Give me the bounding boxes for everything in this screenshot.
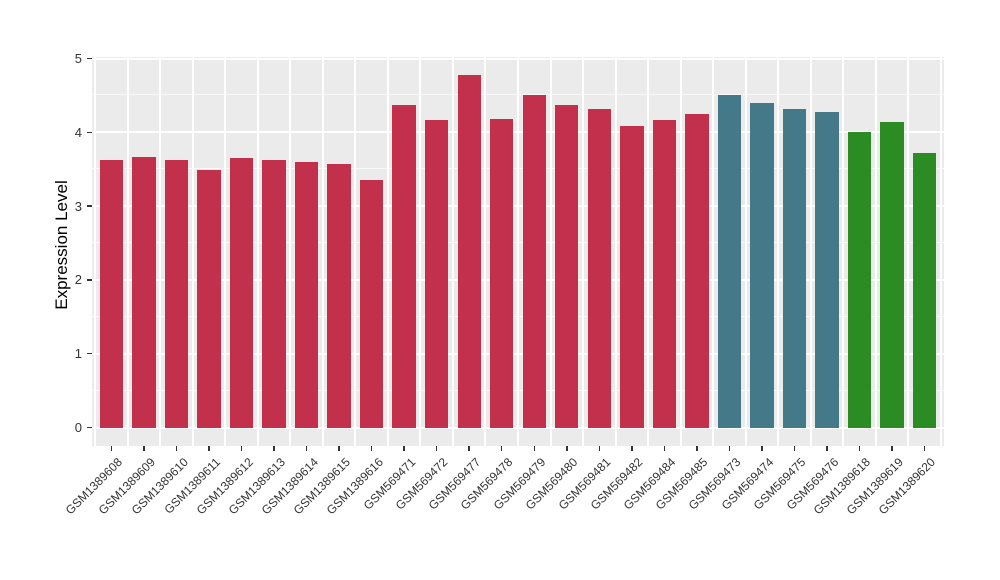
bar-GSM1389615: [327, 164, 351, 428]
x-tick-mark-6: [273, 446, 275, 451]
gridline-vertical-7: [321, 57, 324, 446]
bar-GSM1389608: [99, 160, 124, 428]
gridline-vertical-12: [484, 57, 487, 446]
gridline-vertical-19: [712, 57, 715, 446]
bar-GSM1389619: [880, 121, 904, 428]
x-tick-mark-26: [923, 446, 926, 451]
gridline-vertical-11: [451, 57, 454, 446]
y-tick-label-5: 5: [74, 51, 82, 66]
gridline-vertical-6: [289, 57, 292, 446]
y-tick-label-2: 2: [74, 272, 82, 288]
y-tick-mark-4: [87, 131, 92, 134]
gridline-vertical-8: [354, 57, 357, 446]
x-tick-mark-22: [793, 446, 796, 451]
y-tick-mark-5: [87, 57, 92, 60]
x-tick-mark-10: [403, 446, 405, 451]
bar-GSM569479: [522, 94, 546, 428]
x-tick-mark-17: [631, 446, 633, 451]
x-tick-mark-21: [761, 446, 763, 451]
x-tick-mark-4: [208, 446, 210, 451]
gridline-vertical-21: [777, 57, 780, 446]
bar-GSM569472: [424, 119, 449, 428]
x-tick-mark-5: [240, 446, 243, 451]
x-tick-mark-11: [435, 446, 438, 451]
bar-GSM569473: [717, 95, 742, 428]
y-tick-label-1: 1: [74, 346, 82, 362]
x-tick-mark-2: [143, 446, 145, 451]
gridline-vertical-4: [224, 57, 227, 446]
plot-panel: [92, 57, 944, 446]
gridline-vertical-0: [94, 57, 97, 446]
bar-GSM1389612: [229, 158, 254, 428]
bar-GSM1389618: [847, 132, 872, 428]
gridline-vertical-5: [256, 57, 259, 446]
gridline-vertical-23: [842, 57, 845, 446]
x-tick-mark-14: [533, 446, 535, 451]
y-tick-mark-2: [87, 279, 92, 281]
bar-GSM569481: [587, 108, 611, 428]
gridline-vertical-26: [939, 57, 942, 446]
bar-GSM1389620: [912, 152, 937, 428]
x-tick-mark-19: [696, 446, 698, 451]
x-tick-mark-20: [728, 446, 731, 451]
bar-GSM1389611: [197, 169, 221, 428]
gridline-vertical-22: [809, 57, 812, 446]
bar-GSM569480: [555, 105, 579, 428]
bar-GSM1389616: [359, 180, 384, 428]
gridline-vertical-2: [159, 57, 162, 446]
bar-GSM569474: [750, 102, 774, 428]
x-tick-mark-18: [663, 446, 666, 451]
x-tick-mark-24: [858, 446, 861, 451]
gridline-vertical-18: [679, 57, 682, 446]
y-tick-label-4: 4: [74, 124, 82, 140]
x-tick-mark-25: [891, 446, 893, 451]
bar-GSM1389614: [294, 161, 319, 428]
gridline-vertical-24: [874, 57, 877, 446]
gridline-vertical-3: [191, 57, 194, 446]
gridline-vertical-20: [744, 57, 747, 446]
x-tick-mark-8: [338, 446, 340, 451]
gridline-vertical-13: [517, 57, 519, 446]
y-tick-mark-3: [87, 205, 92, 207]
gridline-vertical-25: [907, 57, 910, 446]
x-tick-mark-15: [566, 446, 568, 451]
x-tick-mark-7: [305, 446, 308, 451]
bar-GSM1389610: [164, 159, 189, 428]
x-tick-mark-3: [175, 446, 178, 451]
y-tick-label-0: 0: [74, 420, 82, 435]
bar-GSM569482: [620, 125, 644, 428]
y-tick-label-3: 3: [74, 198, 82, 214]
bar-GSM1389613: [262, 160, 286, 428]
x-tick-mark-1: [110, 446, 113, 451]
bar-GSM569484: [652, 119, 677, 428]
gridline-vertical-1: [126, 57, 129, 446]
x-tick-mark-23: [826, 446, 828, 451]
bar-GSM569485: [685, 113, 709, 428]
y-tick-mark-0: [87, 426, 92, 429]
x-tick-mark-9: [370, 446, 373, 451]
x-tick-mark-16: [598, 446, 601, 451]
bar-GSM1389609: [132, 157, 156, 428]
bar-GSM569478: [490, 119, 514, 428]
bar-GSM569476: [815, 112, 839, 428]
x-tick-mark-12: [468, 446, 470, 451]
gridline-vertical-10: [419, 57, 422, 446]
bar-GSM569471: [392, 105, 416, 428]
bar-GSM569475: [782, 108, 807, 428]
gridline-vertical-14: [549, 57, 552, 446]
gridline-vertical-9: [386, 57, 389, 446]
y-tick-mark-1: [87, 352, 92, 355]
bar-GSM569477: [457, 75, 481, 428]
x-tick-mark-13: [500, 446, 503, 451]
gridline-vertical-16: [614, 57, 617, 446]
gridline-vertical-17: [647, 57, 650, 446]
gridline-vertical-15: [582, 57, 585, 446]
